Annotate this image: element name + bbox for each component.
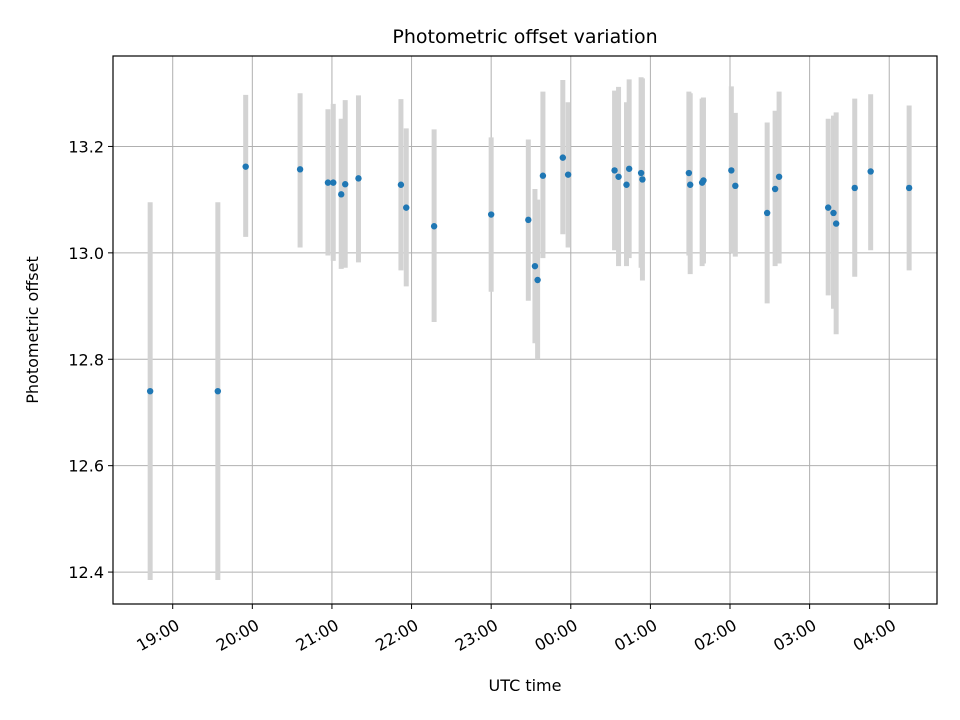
data-point: [539, 172, 547, 179]
data-point: [397, 181, 405, 188]
data-point: [564, 171, 572, 178]
grid-lines: [113, 56, 937, 604]
data-point: [531, 262, 539, 270]
data-point: [324, 179, 332, 186]
data-point: [525, 216, 532, 224]
data-point: [242, 163, 249, 170]
data-point: [611, 167, 618, 174]
data-point: [775, 173, 783, 180]
data-point: [342, 181, 349, 188]
y-axis: 12.4 12.6 12.8 13.0 13.2: [68, 137, 113, 582]
data-point: [686, 181, 694, 188]
data-point: [685, 169, 693, 177]
data-point: [732, 182, 739, 190]
data-point: [487, 211, 495, 218]
x-axis-title: UTC time: [489, 676, 562, 695]
data-point: [771, 185, 779, 193]
data-point: [355, 175, 362, 182]
data-point: [146, 387, 154, 395]
data-point: [824, 204, 832, 211]
y-tick-label: 12.4: [68, 563, 104, 582]
data-point: [296, 166, 304, 173]
data-point: [637, 169, 645, 177]
chart-title: Photometric offset variation: [392, 26, 657, 48]
data-point: [867, 168, 874, 175]
data-point: [700, 177, 707, 184]
plot-frame: [112, 55, 938, 605]
y-tick-label: 12.8: [68, 350, 104, 369]
data-point: [832, 220, 840, 227]
data-point: [403, 204, 410, 211]
data-point: [830, 209, 837, 217]
data-point: [330, 179, 337, 186]
data-point: [851, 184, 858, 192]
y-tick-label: 13.0: [68, 244, 104, 263]
data-point: [615, 173, 622, 180]
data-point: [430, 223, 438, 230]
data-points: [146, 154, 913, 395]
data-point: [639, 176, 646, 183]
data-point: [728, 167, 735, 174]
y-axis-title: Photometric offset: [23, 256, 42, 404]
data-point: [905, 184, 913, 192]
data-point: [763, 209, 771, 217]
data-point: [623, 181, 630, 188]
data-point: [534, 276, 541, 284]
data-point: [559, 154, 567, 161]
data-point: [338, 191, 345, 198]
y-tick-label: 13.2: [68, 137, 104, 156]
y-tick-label: 12.6: [68, 457, 104, 476]
data-point: [625, 165, 633, 172]
data-point: [214, 387, 222, 395]
